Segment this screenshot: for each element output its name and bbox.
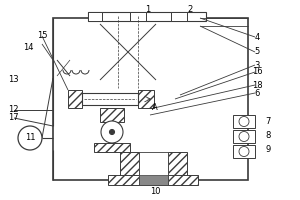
Bar [100,108,124,122]
Bar [138,90,154,108]
Text: 6: 6 [254,88,260,98]
Bar [82,93,138,105]
Text: 15: 15 [37,31,47,40]
Circle shape [239,116,249,127]
Circle shape [110,130,115,134]
Text: 14: 14 [23,44,33,52]
Bar [168,152,187,179]
Bar [171,12,187,21]
Bar [88,12,102,21]
Bar [233,115,255,128]
Bar [130,12,146,21]
Bar [68,90,82,108]
Circle shape [239,132,249,142]
Bar [94,143,130,152]
Bar [53,18,248,180]
Text: 7: 7 [265,117,271,127]
Bar [88,12,206,21]
Text: 18: 18 [252,80,262,90]
Bar [139,152,168,185]
Text: 16: 16 [252,68,262,76]
Text: 1: 1 [146,5,151,15]
Text: 17: 17 [8,114,18,122]
Circle shape [101,121,123,143]
Text: 5: 5 [254,47,260,56]
Bar [108,175,198,185]
Circle shape [239,146,249,156]
Text: 11: 11 [25,134,35,142]
Bar [233,130,255,143]
Bar [139,175,168,185]
Text: 10: 10 [150,188,160,196]
Text: 13: 13 [8,75,18,84]
Text: 8: 8 [265,132,271,140]
Text: A: A [152,104,158,112]
Text: 12: 12 [8,106,18,114]
Bar [233,145,255,158]
Text: 2: 2 [188,5,193,15]
Bar [120,152,139,179]
Text: 3: 3 [254,60,260,70]
Text: 4: 4 [254,32,260,42]
Text: 9: 9 [266,146,271,154]
Circle shape [18,126,42,150]
